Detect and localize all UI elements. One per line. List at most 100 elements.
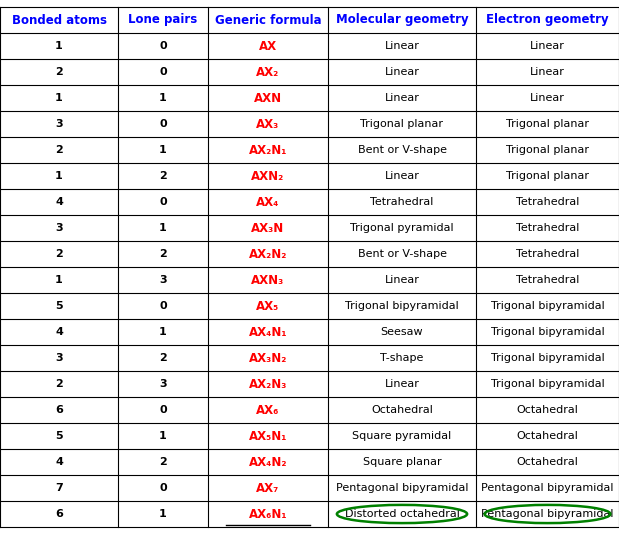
Text: 3: 3 <box>159 275 167 285</box>
Text: Octahedral: Octahedral <box>371 405 433 415</box>
Text: Tetrahedral: Tetrahedral <box>516 223 579 233</box>
Text: Bonded atoms: Bonded atoms <box>12 13 106 27</box>
Text: Trigonal bipyramidal: Trigonal bipyramidal <box>345 301 459 311</box>
Text: Square pyramidal: Square pyramidal <box>352 431 452 441</box>
Text: Trigonal bipyramidal: Trigonal bipyramidal <box>491 353 604 363</box>
Text: Tetrahedral: Tetrahedral <box>516 197 579 207</box>
Text: Linear: Linear <box>384 275 420 285</box>
Text: 0: 0 <box>159 119 167 129</box>
Text: 1: 1 <box>55 41 63 51</box>
Text: AX₆N₁: AX₆N₁ <box>249 507 287 521</box>
Text: AXN₂: AXN₂ <box>251 169 285 183</box>
Text: AX₄: AX₄ <box>256 195 280 208</box>
Text: Trigonal planar: Trigonal planar <box>506 119 589 129</box>
Text: Linear: Linear <box>530 93 565 103</box>
Text: AX₃N: AX₃N <box>251 222 285 234</box>
Text: Lone pairs: Lone pairs <box>128 13 197 27</box>
Text: Pentagonal bipyramidal: Pentagonal bipyramidal <box>335 483 468 493</box>
Text: AX₇: AX₇ <box>256 482 280 494</box>
Text: Tetrahedral: Tetrahedral <box>516 275 579 285</box>
Text: AX₄N₂: AX₄N₂ <box>249 456 287 468</box>
Text: Linear: Linear <box>530 67 565 77</box>
Text: 0: 0 <box>159 301 167 311</box>
Text: 7: 7 <box>55 483 63 493</box>
Text: 4: 4 <box>55 327 63 337</box>
Text: 4: 4 <box>55 197 63 207</box>
Text: Trigonal planar: Trigonal planar <box>360 119 443 129</box>
Text: Linear: Linear <box>384 67 420 77</box>
Text: 0: 0 <box>159 41 167 51</box>
Text: AX₂N₃: AX₂N₃ <box>249 378 287 390</box>
Text: AX₅N₁: AX₅N₁ <box>249 429 287 443</box>
Text: 1: 1 <box>159 223 167 233</box>
Text: Linear: Linear <box>384 93 420 103</box>
Text: 3: 3 <box>159 379 167 389</box>
Text: Tetrahedral: Tetrahedral <box>370 197 434 207</box>
Text: AX: AX <box>259 40 277 52</box>
Text: 2: 2 <box>55 67 63 77</box>
Text: Square planar: Square planar <box>363 457 441 467</box>
Text: 1: 1 <box>159 509 167 519</box>
Text: Seesaw: Seesaw <box>381 327 423 337</box>
Text: 2: 2 <box>55 249 63 259</box>
Text: 3: 3 <box>55 119 63 129</box>
Text: AXN₃: AXN₃ <box>251 273 285 287</box>
Text: Octahedral: Octahedral <box>517 405 578 415</box>
Text: 2: 2 <box>55 145 63 155</box>
Text: Trigonal bipyramidal: Trigonal bipyramidal <box>491 379 604 389</box>
Text: AX₅: AX₅ <box>256 300 280 312</box>
Text: 0: 0 <box>159 405 167 415</box>
Text: 4: 4 <box>55 457 63 467</box>
Text: AXN: AXN <box>254 91 282 105</box>
Text: AX₄N₁: AX₄N₁ <box>249 326 287 339</box>
Text: T-shape: T-shape <box>380 353 423 363</box>
Text: 1: 1 <box>55 171 63 181</box>
Text: Linear: Linear <box>384 379 420 389</box>
Text: 1: 1 <box>55 93 63 103</box>
Text: Pentagonal bipyramidal: Pentagonal bipyramidal <box>481 509 614 519</box>
Text: Octahedral: Octahedral <box>517 457 578 467</box>
Text: AX₂: AX₂ <box>256 66 280 78</box>
Text: Molecular geometry: Molecular geometry <box>335 13 469 27</box>
Text: Linear: Linear <box>530 41 565 51</box>
Text: 1: 1 <box>159 327 167 337</box>
Text: AX₂N₁: AX₂N₁ <box>249 144 287 156</box>
Text: Bent or V-shape: Bent or V-shape <box>358 145 446 155</box>
Text: 1: 1 <box>159 93 167 103</box>
Text: Trigonal pyramidal: Trigonal pyramidal <box>350 223 454 233</box>
Text: 2: 2 <box>159 249 167 259</box>
Text: AX₆: AX₆ <box>256 404 280 417</box>
Text: 0: 0 <box>159 197 167 207</box>
Text: Pentagonal bipyramidal: Pentagonal bipyramidal <box>481 483 614 493</box>
Text: 6: 6 <box>55 509 63 519</box>
Text: Trigonal bipyramidal: Trigonal bipyramidal <box>491 301 604 311</box>
Text: Generic formula: Generic formula <box>215 13 321 27</box>
Text: Electron geometry: Electron geometry <box>486 13 609 27</box>
Text: Trigonal planar: Trigonal planar <box>506 145 589 155</box>
Text: 1: 1 <box>159 431 167 441</box>
Text: 6: 6 <box>55 405 63 415</box>
Text: Linear: Linear <box>384 171 420 181</box>
Text: 1: 1 <box>55 275 63 285</box>
Text: 2: 2 <box>159 171 167 181</box>
Text: Tetrahedral: Tetrahedral <box>516 249 579 259</box>
Text: 1: 1 <box>159 145 167 155</box>
Text: Trigonal planar: Trigonal planar <box>506 171 589 181</box>
Text: 5: 5 <box>55 431 63 441</box>
Text: 0: 0 <box>159 483 167 493</box>
Text: AX₃: AX₃ <box>256 117 280 130</box>
Text: Trigonal bipyramidal: Trigonal bipyramidal <box>491 327 604 337</box>
Text: 5: 5 <box>55 301 63 311</box>
Text: Distorted octahedral: Distorted octahedral <box>345 509 459 519</box>
Text: AX₂N₂: AX₂N₂ <box>249 247 287 261</box>
Text: 0: 0 <box>159 67 167 77</box>
Text: 3: 3 <box>55 223 63 233</box>
Text: 2: 2 <box>159 457 167 467</box>
Text: 3: 3 <box>55 353 63 363</box>
Text: Bent or V-shape: Bent or V-shape <box>358 249 446 259</box>
Text: Linear: Linear <box>384 41 420 51</box>
Text: Octahedral: Octahedral <box>517 431 578 441</box>
Text: 2: 2 <box>159 353 167 363</box>
Text: 2: 2 <box>55 379 63 389</box>
Text: AX₃N₂: AX₃N₂ <box>249 351 287 365</box>
